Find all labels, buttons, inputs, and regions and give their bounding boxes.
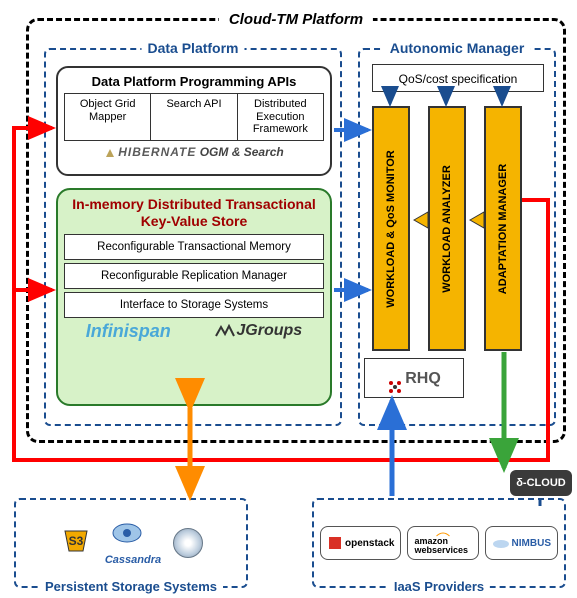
api-cell-search: Search API <box>151 94 237 140</box>
kv-panel: In-memory Distributed Transactional Key-… <box>56 188 332 406</box>
api-cell-exec: Distributed Execution Framework <box>238 94 323 140</box>
openstack-label: openstack <box>345 538 394 549</box>
kv-item-iss: Interface to Storage Systems <box>64 292 324 318</box>
pillar-analyzer: WORKLOAD ANALYZER <box>428 106 466 351</box>
disk-icon <box>173 528 203 558</box>
cassandra-label: Cassandra <box>105 554 161 566</box>
nimbus-label: NIMBUS <box>512 538 551 549</box>
hibernate-logo-text: HIBERNATE <box>118 145 196 159</box>
pillar-analyzer-label: WORKLOAD ANALYZER <box>441 165 453 293</box>
delta-cloud-box: δ-CLOUD <box>510 470 572 496</box>
persistent-storage-title: Persistent Storage Systems <box>39 579 223 594</box>
api-footer: HIBERNATE OGM & Search <box>64 145 324 159</box>
rhq-icon <box>387 371 403 387</box>
infinispan-logo: Infinispan <box>86 321 171 342</box>
rhq-box: RHQ <box>364 358 464 398</box>
rhq-label: RHQ <box>405 370 441 387</box>
svg-text:S3: S3 <box>69 534 84 548</box>
kv-panel-title: In-memory Distributed Transactional Key-… <box>64 196 324 230</box>
openstack-box: openstack <box>320 526 401 560</box>
cassandra-icon: Cassandra <box>105 521 161 566</box>
api-row: Object Grid Mapper Search API Distribute… <box>64 93 324 141</box>
data-platform-title: Data Platform <box>141 40 244 56</box>
s3-icon: S3 <box>59 523 93 563</box>
kv-item-rtm: Reconfigurable Transactional Memory <box>64 234 324 260</box>
hibernate-icon <box>104 147 116 159</box>
persistent-storage-frame: Persistent Storage Systems S3 Cassandra <box>14 498 248 588</box>
api-panel: Data Platform Programming APIs Object Gr… <box>56 66 332 176</box>
iaas-providers-title: IaaS Providers <box>388 579 490 594</box>
pillar-adaptation: ADAPTATION MANAGER <box>484 106 522 351</box>
pillar-monitor-label: WORKLOAD & QoS MONITOR <box>385 150 397 307</box>
nimbus-box: NIMBUS <box>485 526 558 560</box>
platform-title: Cloud-TM Platform <box>219 11 373 28</box>
iaas-providers-frame: IaaS Providers openstack amazon webservi… <box>312 498 566 588</box>
pillar-adaptation-label: ADAPTATION MANAGER <box>497 163 509 293</box>
kv-item-rrm: Reconfigurable Replication Manager <box>64 263 324 289</box>
autonomic-manager-title: Autonomic Manager <box>384 40 531 56</box>
qos-spec-box: QoS/cost specification <box>372 64 544 92</box>
aws-box: amazon webservices <box>407 526 478 560</box>
jgroups-logo: JGroups <box>214 322 302 340</box>
pillar-monitor: WORKLOAD & QoS MONITOR <box>372 106 410 351</box>
jgroups-text: JGroups <box>236 322 302 339</box>
aws-label: amazon webservices <box>414 537 471 555</box>
api-panel-title: Data Platform Programming APIs <box>64 74 324 89</box>
api-footer-text: OGM & Search <box>200 145 284 159</box>
api-cell-ogm: Object Grid Mapper <box>65 94 151 140</box>
kv-footer: Infinispan JGroups <box>64 321 324 342</box>
